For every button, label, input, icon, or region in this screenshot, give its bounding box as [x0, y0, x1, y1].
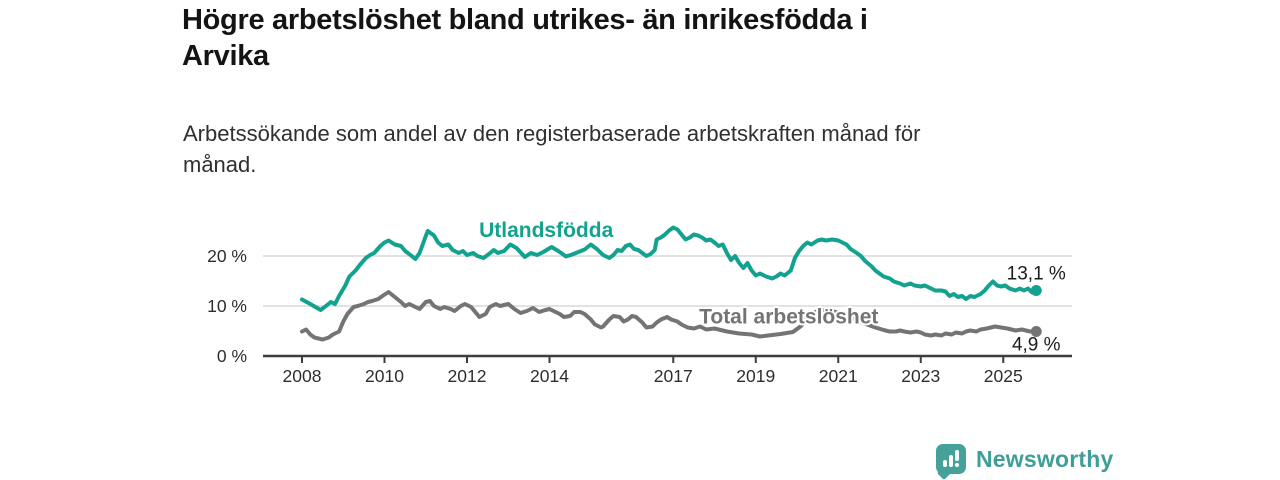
x-axis-label: 2008 [283, 366, 322, 386]
x-axis-label: 2023 [901, 366, 940, 386]
x-axis-label: 2010 [365, 366, 404, 386]
series-end-value-utlandsfodda: 13,1 % [1007, 264, 1066, 285]
x-axis-label: 2019 [736, 366, 775, 386]
y-axis-label: 20 % [207, 246, 247, 266]
x-axis-label: 2025 [984, 366, 1023, 386]
logo-exclamation-bar [955, 450, 959, 461]
chart-subtitle: Arbetssökande som andel av den registerb… [183, 118, 920, 180]
chart-subtitle-line1: Arbetssökande som andel av den registerb… [183, 121, 921, 146]
newsworthy-bar-chart-icon [936, 444, 966, 480]
series-line-utlandsfodda [300, 225, 1039, 312]
series-label-total-arbetsloshet: Total arbetslöshet [699, 306, 878, 329]
chart-title: Högre arbetslöshet bland utrikes- än inr… [182, 2, 868, 74]
x-axis-label: 2012 [448, 366, 487, 386]
series-label-utlandsfodda: Utlandsfödda [479, 219, 613, 242]
chart-title-line1: Högre arbetslöshet bland utrikes- än inr… [182, 4, 868, 36]
newsworthy-logo[interactable]: Newsworthy [936, 444, 1114, 480]
newsworthy-logo-text: Newsworthy [976, 445, 1114, 472]
series-end-value-total-arbetsloshet: 4,9 % [1012, 335, 1061, 356]
y-axis-label: 0 % [217, 346, 247, 366]
y-axis-label: 10 % [207, 296, 247, 316]
x-axis-label: 2021 [819, 366, 858, 386]
logo-bar-short [943, 460, 947, 467]
speech-bubble-tail [936, 465, 952, 480]
x-axis-label: 2017 [654, 366, 693, 386]
logo-exclamation-dot [955, 463, 959, 467]
chart-title-line2: Arvika [182, 40, 269, 72]
series-end-dot-utlandsfodda [1030, 285, 1042, 296]
x-axis-label: 2014 [530, 366, 569, 386]
logo-bar-tall [949, 455, 953, 467]
series-end-dot-total-arbetsloshet [1030, 326, 1042, 337]
chart-subtitle-line2: månad. [183, 152, 257, 177]
series-line-total-arbetsloshet [300, 290, 1039, 342]
